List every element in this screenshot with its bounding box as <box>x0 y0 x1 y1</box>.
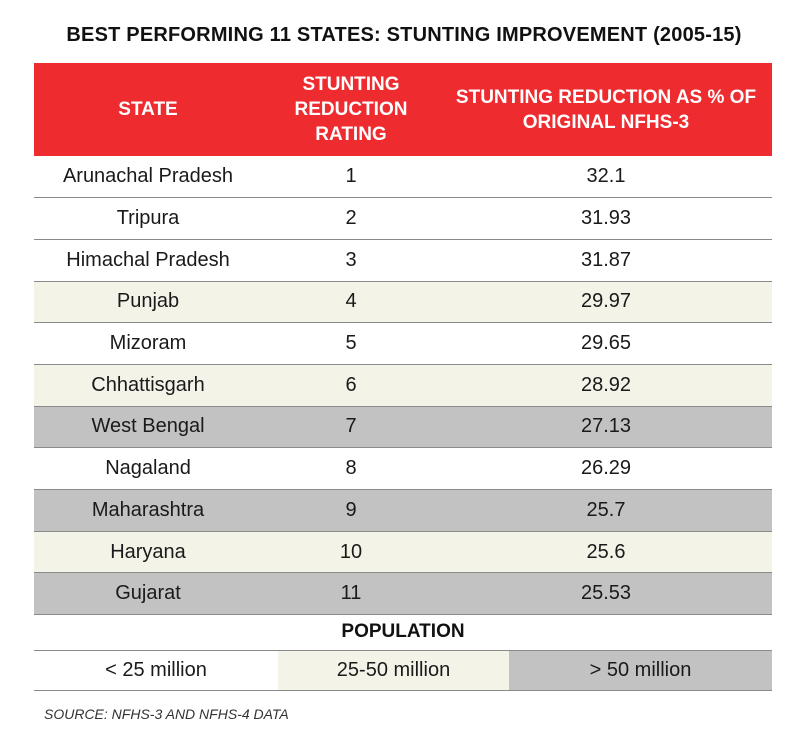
table-header-row: STATE STUNTING REDUCTION RATING STUNTING… <box>34 63 772 156</box>
reduction-cell: 26.29 <box>440 447 772 490</box>
rating-cell: 7 <box>262 406 440 449</box>
table-row: Punjab 4 29.97 <box>34 281 772 324</box>
rating-cell: 11 <box>262 572 440 616</box>
state-cell: Maharashtra <box>34 489 262 532</box>
reduction-cell: 25.6 <box>440 531 772 574</box>
legend-item-under-25-million: < 25 million <box>34 651 278 690</box>
table-row: Haryana 10 25.6 <box>34 531 772 574</box>
reduction-cell: 31.87 <box>440 239 772 282</box>
reduction-cell: 29.65 <box>440 322 772 365</box>
table-row: Maharashtra 9 25.7 <box>34 489 772 532</box>
table-row: Mizoram 5 29.65 <box>34 322 772 365</box>
reduction-cell: 32.1 <box>440 156 772 199</box>
table-row: Nagaland 8 26.29 <box>34 447 772 490</box>
stunting-table: STATE STUNTING REDUCTION RATING STUNTING… <box>34 63 772 616</box>
rating-cell: 5 <box>262 322 440 365</box>
table-row: Chhattisgarh 6 28.92 <box>34 364 772 407</box>
reduction-cell: 25.7 <box>440 489 772 532</box>
rating-cell: 10 <box>262 531 440 574</box>
legend-title: POPULATION <box>341 621 465 642</box>
table-row: Himachal Pradesh 3 31.87 <box>34 239 772 282</box>
column-header-rating: STUNTING REDUCTION RATING <box>262 63 440 156</box>
rating-cell: 4 <box>262 281 440 324</box>
rating-cell: 6 <box>262 364 440 407</box>
reduction-cell: 28.92 <box>440 364 772 407</box>
rating-cell: 9 <box>262 489 440 532</box>
state-cell: Punjab <box>34 281 262 324</box>
state-cell: Arunachal Pradesh <box>34 156 262 199</box>
state-cell: Himachal Pradesh <box>34 239 262 282</box>
reduction-cell: 31.93 <box>440 197 772 240</box>
population-legend: < 25 million 25-50 million > 50 million <box>34 650 772 691</box>
state-cell: Nagaland <box>34 447 262 490</box>
state-cell: Haryana <box>34 531 262 574</box>
rating-cell: 2 <box>262 197 440 240</box>
source-note: SOURCE: NFHS-3 AND NFHS-4 DATA <box>44 706 289 722</box>
table-row: West Bengal 7 27.13 <box>34 406 772 449</box>
reduction-cell: 25.53 <box>440 572 772 616</box>
state-cell: Tripura <box>34 197 262 240</box>
chart-title: BEST PERFORMING 11 STATES: STUNTING IMPR… <box>66 24 742 46</box>
state-cell: Chhattisgarh <box>34 364 262 407</box>
reduction-cell: 27.13 <box>440 406 772 449</box>
legend-item-25-50-million: 25-50 million <box>278 651 509 690</box>
state-cell: Mizoram <box>34 322 262 365</box>
rating-cell: 1 <box>262 156 440 199</box>
rating-cell: 8 <box>262 447 440 490</box>
column-header-reduction: STUNTING REDUCTION AS % OF ORIGINAL NFHS… <box>440 63 772 156</box>
rating-cell: 3 <box>262 239 440 282</box>
table-row: Gujarat 11 25.53 <box>34 572 772 616</box>
table-row: Arunachal Pradesh 1 32.1 <box>34 156 772 199</box>
reduction-cell: 29.97 <box>440 281 772 324</box>
state-cell: Gujarat <box>34 572 262 616</box>
legend-item-over-50-million: > 50 million <box>509 651 772 690</box>
column-header-state: STATE <box>34 63 262 156</box>
state-cell: West Bengal <box>34 406 262 449</box>
table-row: Tripura 2 31.93 <box>34 197 772 240</box>
